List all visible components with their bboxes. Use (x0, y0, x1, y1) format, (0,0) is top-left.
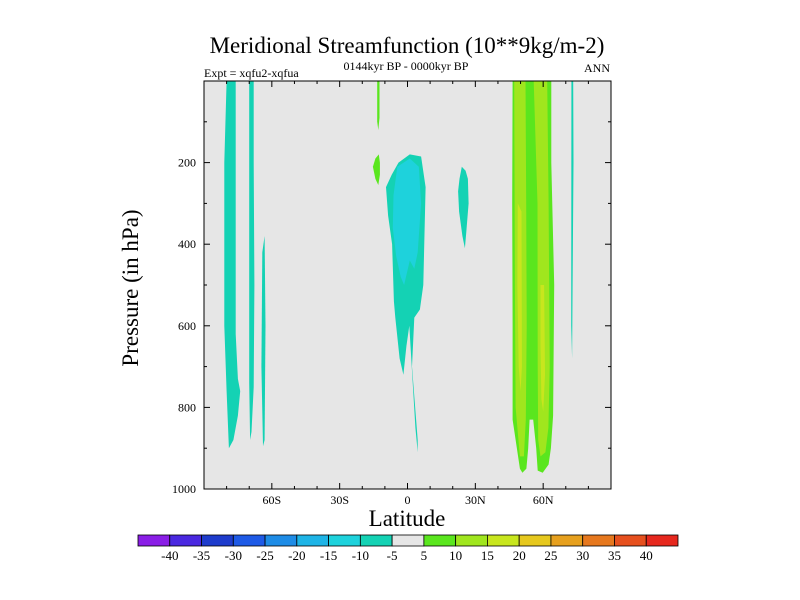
colorbar-label: 10 (449, 548, 462, 563)
colorbar-swatch (264, 534, 298, 547)
y-tick-label: 600 (178, 319, 196, 333)
colorbar-swatch (169, 534, 202, 547)
colorbar-label: -15 (320, 548, 337, 563)
colorbar-swatch (328, 534, 361, 547)
colorbar-swatch (582, 534, 615, 547)
y-tick-label: 800 (178, 400, 196, 414)
colorbar-label: 35 (608, 548, 621, 563)
colorbar-swatch (550, 534, 584, 547)
colorbar-label: -10 (352, 548, 369, 563)
colorbar-swatch (487, 534, 520, 547)
subtitle-right: ANN (584, 61, 610, 75)
colorbar-label: 20 (513, 548, 526, 563)
x-tick-label: 30N (465, 493, 486, 507)
colorbar-label: -20 (288, 548, 305, 563)
colorbar-swatch (423, 534, 457, 547)
colorbar-swatch (455, 534, 488, 547)
x-tick-label: 0 (405, 493, 411, 507)
contour-region-sh-mid-lat-strip (249, 81, 255, 440)
colorbar-swatch (518, 534, 552, 547)
colorbar-label: -25 (256, 548, 273, 563)
colorbar-swatch (296, 534, 329, 547)
colorbar-swatch (201, 534, 234, 547)
x-tick-label: 60N (533, 493, 554, 507)
colorbar-label: 15 (481, 548, 494, 563)
x-axis-ticks: 60S 30S 0 30N 60N (226, 81, 589, 507)
x-axis-label: Latitude (369, 506, 446, 531)
x-tick-label: 30S (330, 493, 349, 507)
y-axis-ticks: 200 400 600 800 1000 (172, 121, 611, 496)
colorbar-label: -30 (225, 548, 242, 563)
chart-title: Meridional Streamfunction (10**9kg/m-2) (210, 33, 605, 58)
contour-region-sh-thin-strip (261, 236, 266, 447)
contour-regions (224, 81, 574, 473)
colorbar-swatch (645, 534, 679, 547)
x-tick-label: 60S (262, 493, 281, 507)
contour-region-tropical-cell-core (392, 158, 422, 285)
contour-region-nh-core-b (540, 285, 545, 412)
colorbar-label: 40 (640, 548, 653, 563)
colorbar-label: 30 (576, 548, 589, 563)
colorbar-swatch (232, 534, 266, 547)
contour-region-sh-high-lat-band (224, 81, 241, 449)
y-tick-label: 1000 (172, 482, 196, 496)
colorbar-swatch (614, 534, 647, 547)
contour-region-nh-core-a (517, 203, 522, 392)
y-tick-label: 400 (178, 237, 196, 251)
subtitle-left: Expt = xqfu2-xqfua (204, 66, 299, 80)
colorbar-label: -35 (193, 548, 210, 563)
contour-region-nh-cell-right-lobe (533, 81, 550, 457)
contour-region-polar-tick-lower (372, 154, 380, 185)
colorbar-swatch (391, 534, 425, 547)
colorbar-swatch (359, 534, 393, 547)
colorbar-label: 25 (544, 548, 557, 563)
colorbar-swatch (137, 534, 171, 547)
colorbar: -40 -35 -30 -25 -20 -15 -10 -5 5 10 15 20 25 30 35 40 (137, 534, 679, 563)
y-tick-label: 200 (178, 156, 196, 170)
y-axis-label: Pressure (in hPa) (118, 209, 143, 366)
contour-region-nh-subtropical-blob (458, 166, 469, 249)
colorbar-label: -5 (387, 548, 398, 563)
colorbar-label: -40 (161, 548, 178, 563)
subtitle-center: 0144kyr BP - 0000kyr BP (344, 59, 469, 73)
contour-region-nh-small-strip (571, 81, 574, 359)
colorbar-label: 5 (421, 548, 428, 563)
contour-region-polar-tick-upper (377, 81, 380, 130)
